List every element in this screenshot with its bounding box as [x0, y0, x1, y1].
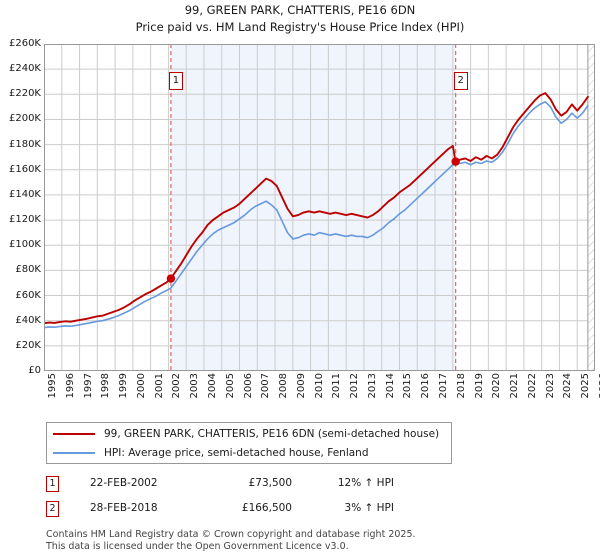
y-axis-tick-label: £80K [15, 264, 41, 276]
x-axis-tick-label: 2005 [224, 373, 236, 399]
x-axis-tick-label: 2016 [420, 373, 432, 399]
x-axis-tick-label: 2001 [153, 373, 165, 399]
chart-sale-marker-2[interactable]: 2 [453, 72, 468, 90]
x-axis-tick-label: 2008 [278, 373, 290, 399]
x-axis: 1995 1996 1997 1998 1999 2000 2001 2002 2003 2004… [44, 373, 600, 413]
transaction-hpi-delta: 12% ↑ HPI [337, 477, 394, 489]
legend-label-price-paid: 99, GREEN PARK, CHATTERIS, PE16 6DN (sem… [104, 428, 440, 440]
x-axis-tick-label: 1999 [118, 373, 130, 399]
y-axis-tick-label: £140K [8, 188, 41, 200]
y-axis-tick-label: £180K [8, 138, 41, 150]
legend-swatch-hpi [53, 452, 95, 454]
x-axis-tick-label: 2002 [171, 373, 183, 399]
chart-sale-marker-1[interactable]: 1 [168, 72, 183, 90]
x-axis-tick-label: 2022 [526, 373, 538, 399]
y-axis-tick-label: £120K [8, 214, 41, 226]
transaction-index-badge: 1 [46, 476, 59, 492]
transaction-date: 22-FEB-2002 [90, 477, 158, 489]
y-axis-tick-label: £0 [28, 365, 41, 376]
x-axis-tick-label: 2013 [366, 373, 378, 399]
y-axis-tick-label: £240K [8, 63, 41, 75]
legend-item-price-paid: 99, GREEN PARK, CHATTERIS, PE16 6DN (sem… [53, 425, 439, 443]
x-axis-tick-label: 2025 [580, 373, 592, 399]
transaction-price: £73,500 [248, 477, 292, 489]
x-axis-tick-label: 2023 [544, 373, 556, 399]
x-axis-tick-label: 1995 [47, 373, 58, 399]
y-axis: £0 £20K £40K £60K £80K £100K £120K £140K £160K £1… [0, 39, 41, 376]
x-axis-tick-label: 2015 [402, 373, 414, 399]
copyright-footer: Contains HM Land Registry data © Crown c… [46, 529, 586, 552]
x-axis-tick-label: 2014 [384, 373, 396, 399]
x-axis-tick-label: 2020 [491, 373, 503, 399]
x-axis-tick-label: 2011 [331, 373, 343, 399]
transaction-price: £166,500 [241, 502, 292, 514]
transaction-list: 1 22-FEB-2002 £73,500 12% ↑ HPI 2 28-FEB… [46, 474, 446, 524]
x-axis-tick-label: 2000 [135, 373, 147, 399]
y-axis-tick-label: £60K [15, 289, 41, 301]
y-axis-tick-label: £160K [8, 163, 41, 175]
y-axis-tick-label: £40K [15, 314, 41, 326]
chart-plot-area [44, 44, 595, 371]
y-axis-tick-label: £100K [8, 239, 41, 251]
x-axis-tick-label: 2003 [189, 373, 201, 399]
y-axis-tick-label: £220K [8, 88, 41, 100]
x-axis-tick-label: 2006 [242, 373, 254, 399]
chart-legend: 99, GREEN PARK, CHATTERIS, PE16 6DN (sem… [46, 422, 452, 464]
legend-label-hpi: HPI: Average price, semi-detached house,… [104, 447, 369, 459]
x-axis-tick-label: 2009 [295, 373, 307, 399]
transaction-date: 28-FEB-2018 [90, 502, 158, 514]
table-row: 1 22-FEB-2002 £73,500 12% ↑ HPI [46, 474, 446, 499]
page-title: 99, GREEN PARK, CHATTERIS, PE16 6DN Pric… [0, 2, 600, 36]
x-axis-tick-label: 2019 [473, 373, 485, 399]
x-axis-tick-label: 2021 [509, 373, 521, 399]
legend-item-hpi: HPI: Average price, semi-detached house,… [53, 444, 368, 462]
transaction-hpi-delta: 3% ↑ HPI [344, 502, 394, 514]
y-axis-tick-label: £20K [15, 339, 41, 351]
x-axis-tick-label: 2010 [313, 373, 325, 399]
x-axis-tick-label: 2024 [562, 373, 574, 399]
x-axis-tick-label: 2017 [438, 373, 450, 399]
x-axis-tick-label: 1997 [82, 373, 94, 399]
x-axis-tick-label: 1998 [100, 373, 112, 399]
legend-swatch-price-paid [53, 433, 95, 435]
x-axis-tick-label: 2012 [349, 373, 361, 399]
footer-line-2: This data is licensed under the Open Gov… [46, 540, 349, 552]
table-row: 2 28-FEB-2018 £166,500 3% ↑ HPI [46, 499, 446, 524]
y-axis-tick-label: £200K [8, 113, 41, 125]
transaction-index-badge: 2 [46, 501, 59, 517]
title-line-primary: 99, GREEN PARK, CHATTERIS, PE16 6DN [184, 3, 416, 17]
x-axis-tick-label: 1996 [64, 373, 76, 399]
x-axis-tick-label: 2004 [206, 373, 218, 399]
x-axis-tick-label: 2007 [260, 373, 272, 399]
footer-line-1: Contains HM Land Registry data © Crown c… [46, 529, 416, 540]
title-line-secondary: Price paid vs. HM Land Registry's House … [135, 20, 465, 34]
y-axis-tick-label: £260K [8, 38, 41, 49]
x-axis-tick-label: 2018 [455, 373, 467, 399]
chart-svg [44, 44, 595, 371]
